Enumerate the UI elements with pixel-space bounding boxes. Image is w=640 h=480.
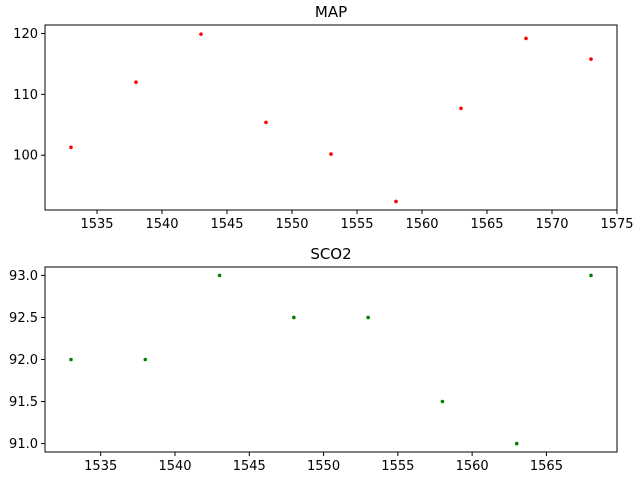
map-x-tick-label: 1550 [275,217,308,232]
map-data-point [329,152,333,156]
sco2-x-tick-label: 1545 [233,459,266,474]
map-panel: MAP 1535 1540 1545 1550 1555 1560 1565 1570 1575 1… [13,3,633,232]
map-data-point [589,57,593,61]
map-y-tick-label: 120 [13,27,38,42]
sco2-data-point [217,273,222,278]
sco2-data-point [143,357,148,362]
map-x-tick-label: 1575 [600,217,633,232]
map-data-point [394,199,398,204]
sco2-title: SCO2 [310,245,351,263]
sco2-data-point [292,315,296,320]
map-x-tick-label: 1545 [210,217,243,232]
map-x-tick-label: 1560 [405,217,438,232]
map-data-point [459,106,463,111]
sco2-data-point [366,315,370,320]
map-data-point [264,120,268,125]
map-title: MAP [315,3,347,21]
map-y-tick-label: 100 [13,149,38,164]
sco2-y-tick-label: 92.0 [9,353,38,368]
sco2-y-tick-label: 93.0 [9,269,38,284]
sco2-x-tick-label: 1560 [456,459,489,474]
sco2-axes-frame [44,266,618,453]
sco2-x-tick-label: 1565 [530,459,563,474]
map-x-tick-label: 1570 [535,217,568,232]
map-data-point [69,145,73,150]
map-x-tick-label: 1540 [145,217,178,232]
map-data-point [134,80,138,85]
sco2-data-point [514,441,519,446]
map-data-point [524,36,528,41]
sco2-x-tick-label: 1535 [84,459,117,474]
sco2-data-point [440,399,445,404]
map-axes-frame [44,24,618,211]
sco2-data-point [69,357,73,362]
map-y-tick-label: 110 [13,88,38,103]
sco2-y-tick-label: 92.5 [9,311,38,326]
map-x-tick-label: 1535 [80,217,113,232]
sco2-x-tick-label: 1555 [381,459,414,474]
map-x-tick-label: 1565 [470,217,503,232]
sco2-x-tick-label: 1540 [158,459,191,474]
sco2-y-tick-label: 91.0 [9,437,38,452]
sco2-data-point [589,273,593,278]
map-x-tick-label: 1555 [340,217,373,232]
sco2-x-tick-label: 1550 [307,459,340,474]
sco2-panel: SCO2 1535 1540 1545 1550 1555 1560 1565 91.0 91.5… [9,245,618,474]
sco2-y-tick-label: 91.5 [9,395,38,410]
map-data-point [199,32,203,36]
